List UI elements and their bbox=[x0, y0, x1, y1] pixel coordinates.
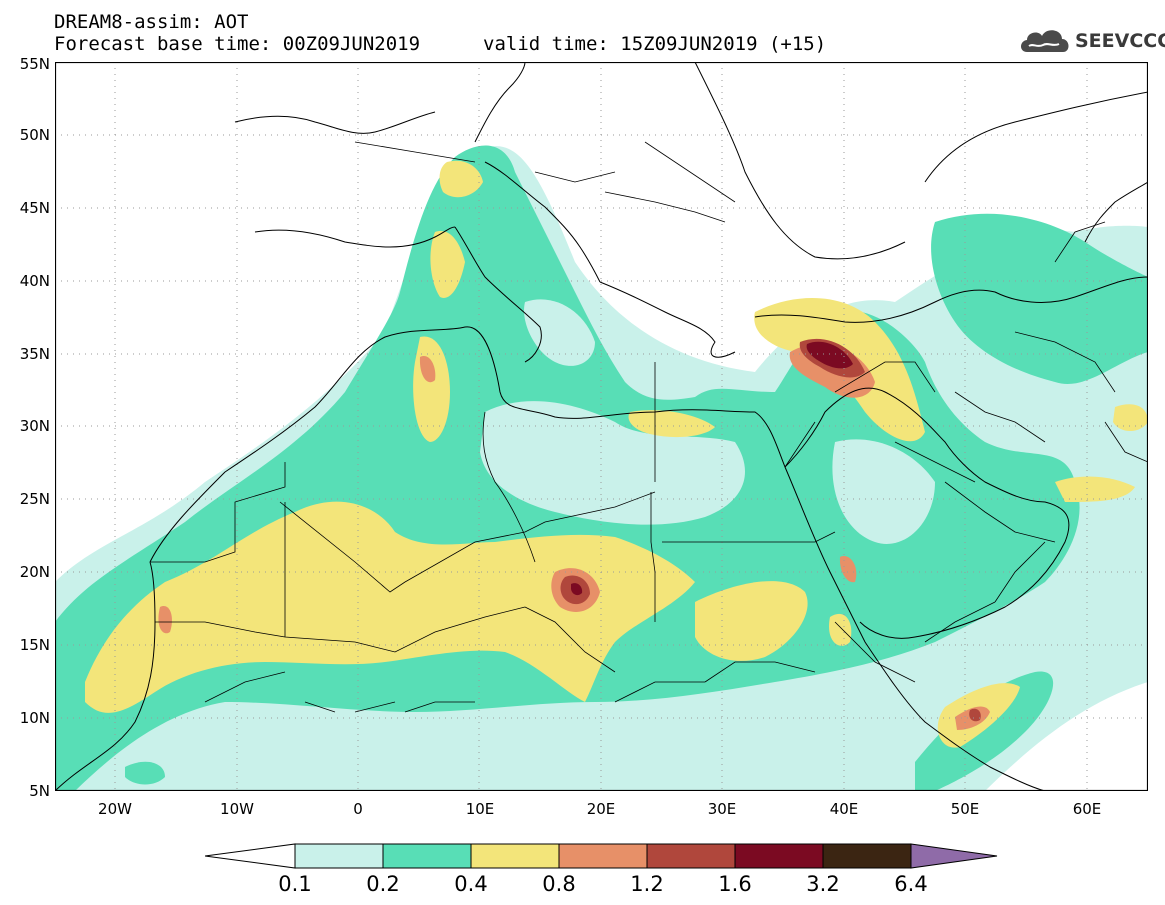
logo-text: SEEVCCC bbox=[1075, 30, 1165, 52]
legend-label-1-6: 1.6 bbox=[718, 872, 752, 896]
legend-label-0-2: 0.2 bbox=[366, 872, 400, 896]
lat-label-15n: 15N bbox=[19, 636, 50, 654]
legend-label-0-4: 0.4 bbox=[454, 872, 488, 896]
legend-swatch-1-6 bbox=[734, 843, 824, 869]
lon-label-20e: 20E bbox=[586, 800, 616, 818]
lat-label-40n: 40N bbox=[19, 272, 50, 290]
lon-label-30e: 30E bbox=[707, 800, 737, 818]
coastlines bbox=[55, 62, 1148, 791]
lon-label-40e: 40E bbox=[829, 800, 859, 818]
lat-label-35n: 35N bbox=[19, 345, 50, 363]
seevccc-logo: SEEVCCC bbox=[1017, 24, 1165, 56]
map-title: DREAM8-assim: AOT bbox=[54, 11, 249, 33]
forecast-base-time: Forecast base time: 00Z09JUN2019 bbox=[54, 33, 421, 55]
legend-label-1-2: 1.2 bbox=[630, 872, 664, 896]
lon-label-10w: 10W bbox=[220, 800, 254, 818]
lat-label-45n: 45N bbox=[19, 199, 50, 217]
aot-band-1-6 bbox=[571, 341, 853, 596]
valid-time: valid time: 15Z09JUN2019 (+15) bbox=[483, 33, 827, 55]
legend-above-arrow bbox=[910, 843, 998, 869]
legend-label-3-2: 3.2 bbox=[806, 872, 840, 896]
aot-map bbox=[55, 62, 1148, 791]
legend-swatch-3-2 bbox=[822, 843, 912, 869]
lat-label-50n: 50N bbox=[19, 126, 50, 144]
graticule bbox=[55, 62, 1148, 791]
country-borders bbox=[150, 141, 1148, 713]
lat-label-20n: 20N bbox=[19, 563, 50, 581]
legend-label-0-8: 0.8 bbox=[542, 872, 576, 896]
legend-swatch-0-2 bbox=[382, 843, 472, 869]
lon-label-20w: 20W bbox=[98, 800, 132, 818]
lat-label-5n: 5N bbox=[29, 782, 50, 800]
lat-label-30n: 30N bbox=[19, 417, 50, 435]
lon-label-10e: 10E bbox=[465, 800, 495, 818]
aot-holes bbox=[480, 299, 935, 544]
legend-label-6-4: 6.4 bbox=[894, 872, 928, 896]
legend-below-arrow bbox=[205, 843, 296, 869]
lat-label-55n: 55N bbox=[19, 55, 50, 73]
color-legend bbox=[205, 843, 998, 869]
legend-swatch-0-4 bbox=[470, 843, 560, 869]
legend-label-0-1: 0.1 bbox=[278, 872, 312, 896]
lat-label-10n: 10N bbox=[19, 709, 50, 727]
cloud-icon bbox=[1021, 30, 1069, 52]
lon-label-60e: 60E bbox=[1072, 800, 1102, 818]
legend-swatch-0-8 bbox=[558, 843, 648, 869]
map-area bbox=[55, 62, 1148, 791]
legend-swatch-1-2 bbox=[646, 843, 736, 869]
lat-label-25n: 25N bbox=[19, 490, 50, 508]
legend-swatch-0-1 bbox=[294, 843, 384, 869]
lon-label-0: 0 bbox=[353, 800, 363, 818]
lon-label-50e: 50E bbox=[950, 800, 980, 818]
